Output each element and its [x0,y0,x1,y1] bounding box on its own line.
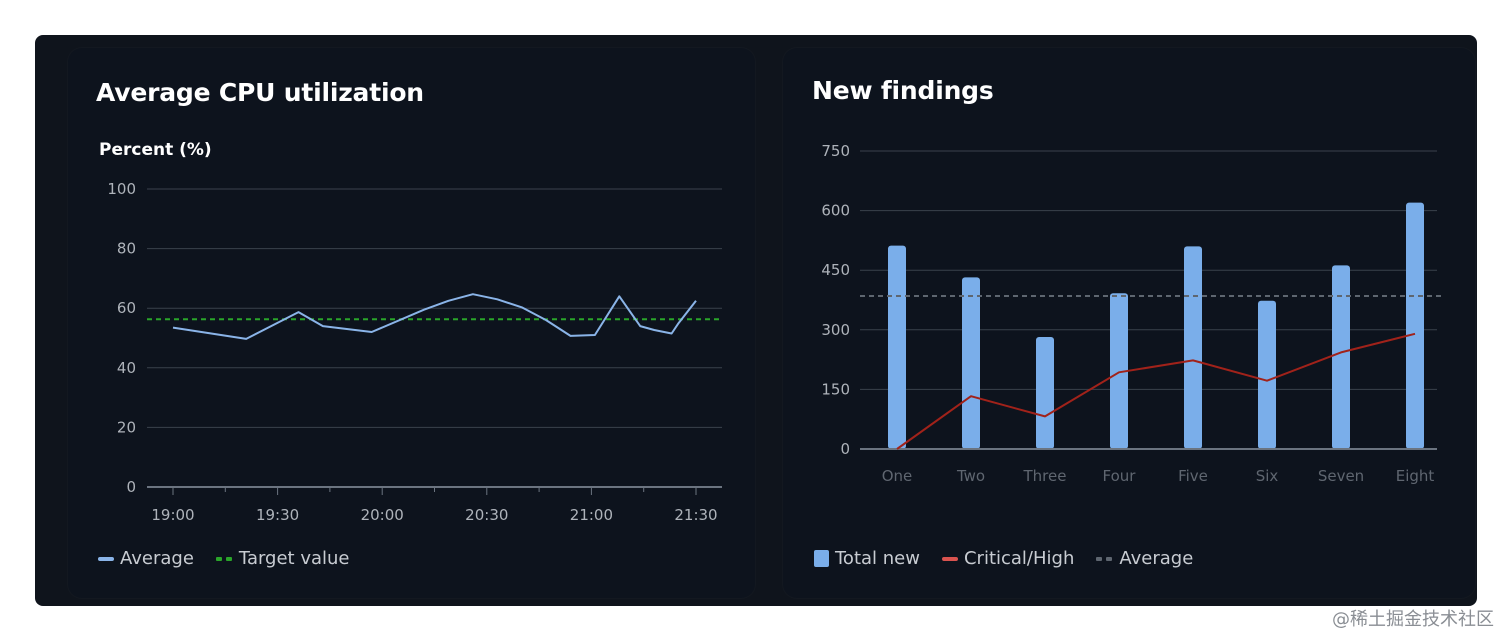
cpu-x-tick-label: 20:30 [465,506,508,524]
legend-label-average-ref: Average [1119,548,1194,569]
cpu-y-tick-label: 80 [117,240,136,258]
legend-item-average[interactable]: Average [98,548,194,569]
legend-swatch-critical-high [941,556,958,561]
legend-swatch-total-new [814,550,829,567]
legend-swatch-target [215,556,233,561]
new-findings-card: New findings 0 150 300 450 600 750 One Two Three… [783,48,1475,598]
cpu-y-axis-title: Percent (%) [99,140,212,160]
findings-bar [1184,246,1202,449]
legend-swatch-average-ref [1096,556,1113,561]
cpu-y-tick-label: 40 [117,359,136,377]
cpu-y-tick-label: 20 [117,418,136,436]
findings-x-tick-label: One [882,467,913,485]
cpu-card-title: Average CPU utilization [96,78,424,107]
findings-x-tick-label: Three [1023,467,1067,485]
findings-bar [1258,300,1276,449]
legend-label-total-new: Total new [835,548,920,569]
cpu-y-tick-label: 60 [117,299,136,317]
legend-item-average-ref[interactable]: Average [1096,548,1193,569]
findings-bar [1036,336,1054,449]
findings-bar [1406,202,1424,449]
findings-x-tick-label: Eight [1396,467,1435,485]
findings-y-tick-label: 750 [821,142,850,160]
cpu-y-tick-label: 0 [126,478,136,496]
cpu-x-tick-label: 21:30 [674,506,717,524]
cpu-x-tick-label: 19:30 [256,506,299,524]
watermark: @稀土掘金技术社区 [1332,609,1494,630]
findings-x-tick-label: Two [956,467,985,485]
cpu-utilization-card: Average CPU utilization Percent (%) 0 20 4… [68,48,755,598]
findings-x-tick-label: Six [1256,467,1279,485]
findings-y-tick-label: 600 [821,202,850,220]
findings-y-tick-label: 150 [821,380,850,398]
cpu-legend: Average Target value [98,548,372,569]
findings-y-tick-label: 300 [821,321,850,339]
legend-label-critical-high: Critical/High [963,548,1075,569]
findings-x-tick-label: Five [1178,467,1208,485]
legend-swatch-average [98,556,114,561]
cpu-average-line [172,293,697,340]
cpu-x-tick-label: 20:00 [361,506,404,524]
legend-label-average: Average [120,548,194,569]
cpu-y-tick-label: 100 [107,180,136,198]
findings-bar [962,277,980,449]
findings-x-tick-label: Seven [1318,467,1364,485]
cpu-x-tick-label: 19:00 [151,506,194,524]
findings-legend: Total new Critical/High Average [814,548,1215,569]
findings-bar-chart: 0 150 300 450 600 750 One Two Three Four Five Six Se… [821,142,1443,485]
cpu-line-chart: 0 20 40 60 80 100 19:00 19:30 20:00 20:30 21:00 21:… [107,180,722,524]
findings-y-tick-label: 0 [840,440,850,458]
findings-bar [1332,265,1350,449]
findings-x-tick-label: Four [1103,467,1137,485]
findings-critical-high-line [896,332,1416,450]
findings-y-tick-label: 450 [821,261,850,279]
legend-item-total-new[interactable]: Total new [814,548,920,569]
findings-bar [888,245,906,449]
legend-item-critical-high[interactable]: Critical/High [941,548,1075,569]
cpu-x-tick-label: 21:00 [570,506,613,524]
legend-label-target-value: Target value [238,548,350,569]
legend-item-target-value[interactable]: Target value [215,548,350,569]
findings-card-title: New findings [812,76,994,105]
findings-bar [1110,293,1128,449]
